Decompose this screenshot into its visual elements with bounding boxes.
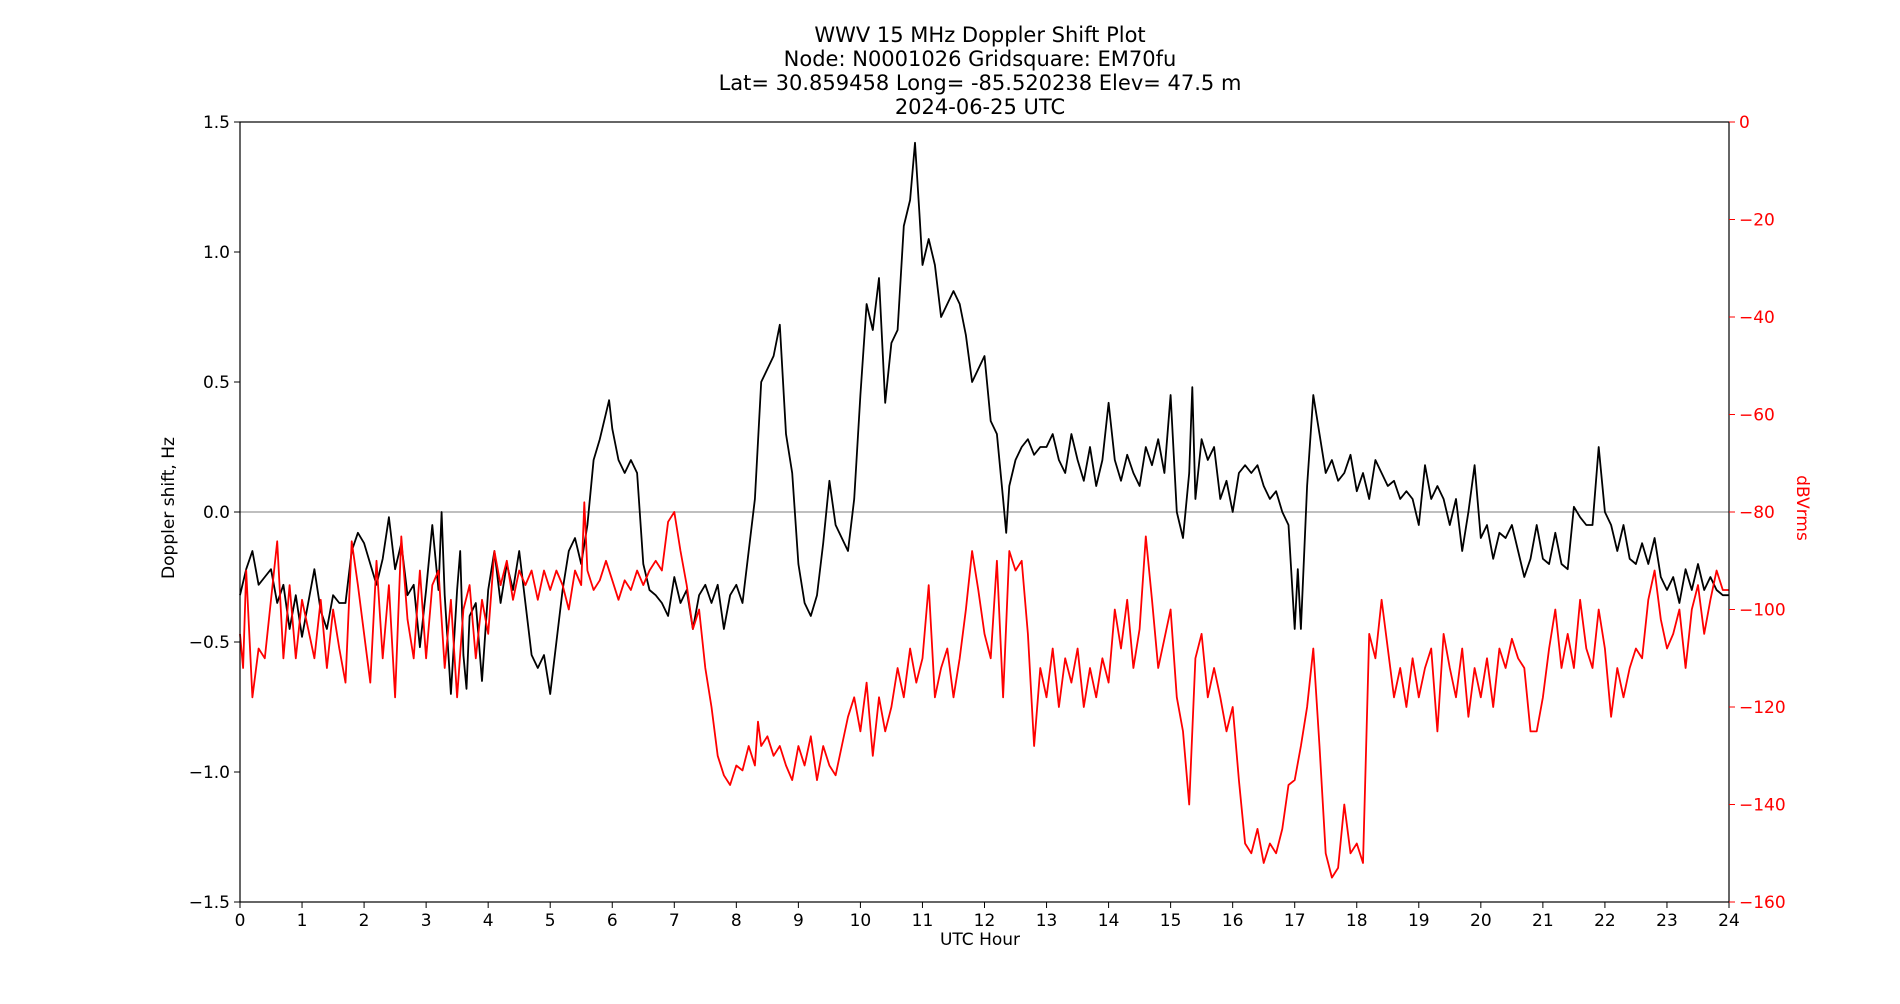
title-line-3: Lat= 30.859458 Long= -85.520238 Elev= 47… xyxy=(719,71,1242,95)
x-tick-label: 17 xyxy=(1284,911,1306,931)
right-y-tick-label: −20 xyxy=(1739,211,1775,231)
x-tick-label: 9 xyxy=(793,911,804,931)
right-y-tick-label: −100 xyxy=(1739,601,1786,621)
x-tick-label: 10 xyxy=(850,911,872,931)
right-y-tick-label: −60 xyxy=(1739,406,1775,426)
x-tick-label: 4 xyxy=(483,911,494,931)
x-axis-label: UTC Hour xyxy=(940,930,1020,950)
left-y-tick-label: −1.5 xyxy=(189,893,230,913)
x-tick-label: 24 xyxy=(1718,911,1740,931)
x-tick-label: 20 xyxy=(1470,911,1492,931)
x-tick-label: 5 xyxy=(545,911,556,931)
x-tick-label: 11 xyxy=(912,911,934,931)
left-y-tick-label: 0.0 xyxy=(203,503,230,523)
x-tick-label: 6 xyxy=(607,911,618,931)
x-tick-label: 1 xyxy=(297,911,308,931)
right-y-axis-ticks: 0 −20 −40 −60 −80 −100 −120 −140 −160 xyxy=(1729,113,1786,913)
right-y-tick-label: −140 xyxy=(1739,796,1786,816)
x-tick-label: 7 xyxy=(669,911,680,931)
x-tick-label: 18 xyxy=(1346,911,1368,931)
series-layer xyxy=(239,141,1729,879)
x-tick-label: 13 xyxy=(1036,911,1058,931)
doppler-series-line xyxy=(239,141,1729,695)
right-y-axis-label: dBVrms xyxy=(1792,475,1812,541)
right-y-tick-label: −80 xyxy=(1739,503,1775,523)
x-tick-label: 2 xyxy=(359,911,370,931)
x-tick-label: 22 xyxy=(1594,911,1616,931)
x-tick-label: 8 xyxy=(731,911,742,931)
right-y-tick-label: −160 xyxy=(1739,893,1786,913)
left-y-axis-ticks: 1.5 1.0 0.5 0.0 −0.5 −1.0 −1.5 xyxy=(189,113,240,913)
right-y-tick-label: −120 xyxy=(1739,698,1786,718)
left-y-tick-label: 1.0 xyxy=(203,243,230,263)
x-axis-ticks: 0 1 2 3 4 5 6 7 8 9 10 11 12 13 14 15 16 17 18 19 20 21 22 23 24 xyxy=(235,902,1740,931)
left-y-tick-label: 1.5 xyxy=(203,113,230,133)
left-y-tick-label: −1.0 xyxy=(189,763,230,783)
x-tick-label: 3 xyxy=(421,911,432,931)
x-tick-label: 12 xyxy=(974,911,996,931)
x-tick-label: 21 xyxy=(1532,911,1554,931)
x-tick-label: 15 xyxy=(1160,911,1182,931)
x-tick-label: 23 xyxy=(1656,911,1678,931)
x-tick-label: 19 xyxy=(1408,911,1430,931)
x-tick-label: 14 xyxy=(1098,911,1120,931)
power-series-line xyxy=(239,501,1729,879)
x-tick-label: 16 xyxy=(1222,911,1244,931)
right-y-tick-label: −40 xyxy=(1739,308,1775,328)
left-y-tick-label: 0.5 xyxy=(203,373,230,393)
chart-title: WWV 15 MHz Doppler Shift Plot Node: N000… xyxy=(719,23,1242,119)
right-y-tick-label: 0 xyxy=(1739,113,1750,133)
left-y-tick-label: −0.5 xyxy=(189,633,230,653)
x-tick-label: 0 xyxy=(235,911,246,931)
title-line-1: WWV 15 MHz Doppler Shift Plot xyxy=(814,23,1145,47)
left-y-axis-label: Doppler shift, Hz xyxy=(159,437,179,579)
title-line-4: 2024-06-25 UTC xyxy=(895,95,1065,119)
title-line-2: Node: N0001026 Gridsquare: EM70fu xyxy=(784,47,1177,71)
